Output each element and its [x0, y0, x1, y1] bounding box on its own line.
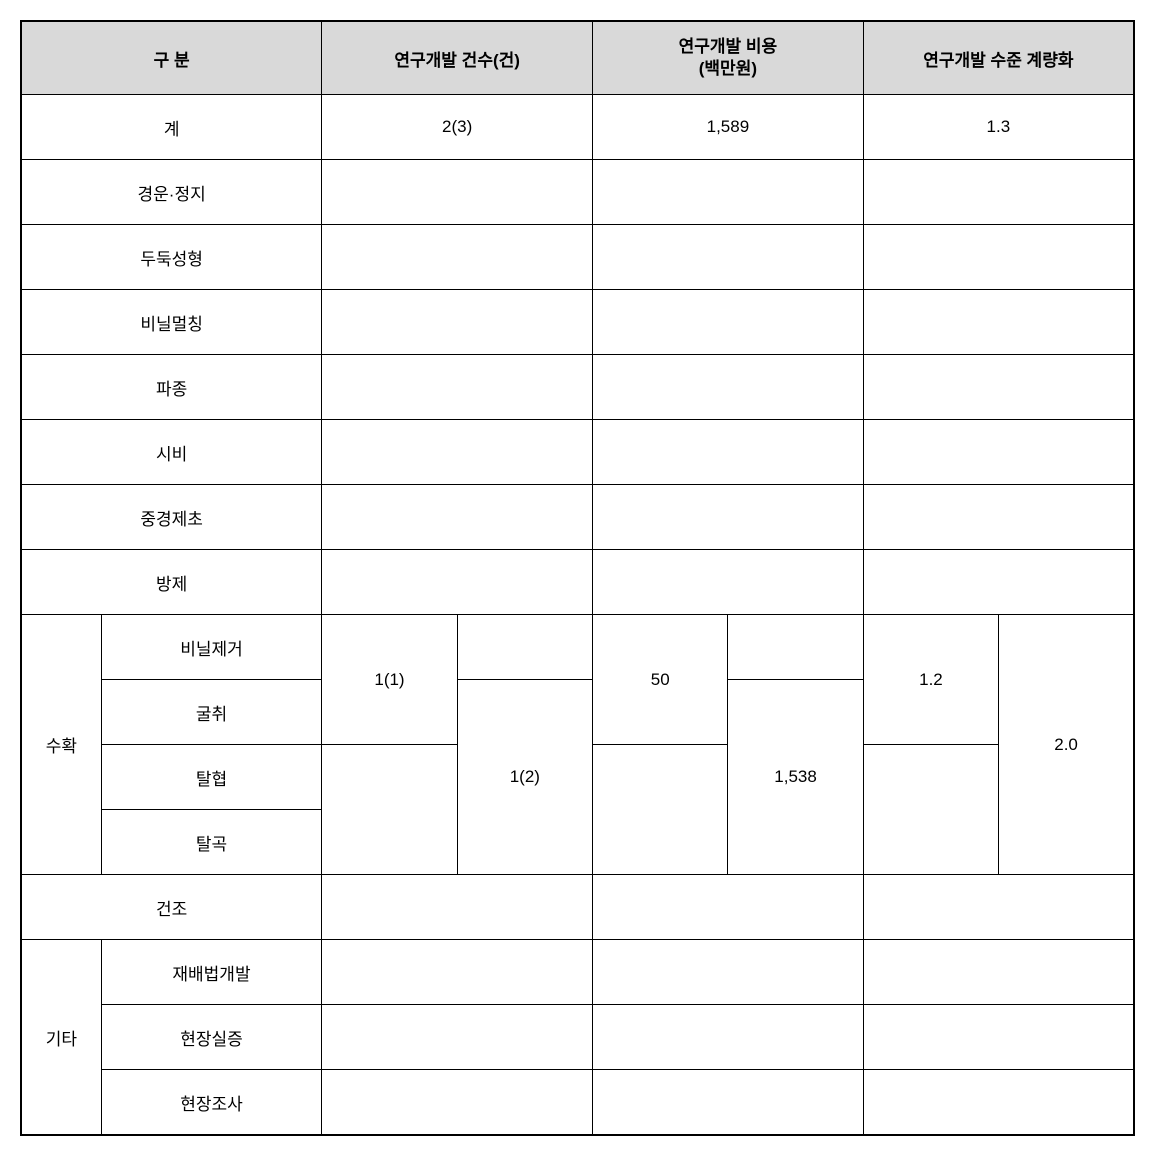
cell-empty: [863, 940, 1134, 1005]
cell-total-label: 계: [21, 95, 322, 160]
cell-empty: [322, 1005, 593, 1070]
cell-harvest-count-a: 1(1): [322, 615, 457, 745]
cell-empty: [322, 745, 457, 875]
row-etc-3: 현장조사: [21, 1070, 1134, 1136]
row-weeding: 중경제초: [21, 485, 1134, 550]
cell-harvest-level-a: 1.2: [863, 615, 998, 745]
cell-etc-group: 기타: [21, 940, 101, 1136]
cell-mulching-label: 비닐멀칭: [21, 290, 322, 355]
row-harvest-1: 수확 비닐제거 1(1) 50 1.2 2.0: [21, 615, 1134, 680]
research-table: 구 분 연구개발 건수(건) 연구개발 비용 (백만원) 연구개발 수준 계량화…: [20, 20, 1135, 1136]
row-mulching: 비닐멀칭: [21, 290, 1134, 355]
cell-total-level: 1.3: [863, 95, 1134, 160]
cell-empty: [322, 1070, 593, 1136]
cell-empty: [593, 485, 864, 550]
cell-fertilize-label: 시비: [21, 420, 322, 485]
row-ridging: 두둑성형: [21, 225, 1134, 290]
header-cost-line1: 연구개발 비용: [679, 37, 778, 56]
cell-etc-sub2: 현장실증: [101, 1005, 322, 1070]
cell-empty: [593, 355, 864, 420]
cell-tillage-label: 경운·정지: [21, 160, 322, 225]
cell-empty: [322, 290, 593, 355]
header-row: 구 분 연구개발 건수(건) 연구개발 비용 (백만원) 연구개발 수준 계량화: [21, 21, 1134, 95]
row-total: 계 2(3) 1,589 1.3: [21, 95, 1134, 160]
cell-empty: [863, 1070, 1134, 1136]
cell-etc-sub1: 재배법개발: [101, 940, 322, 1005]
cell-empty: [593, 225, 864, 290]
cell-empty: [593, 1005, 864, 1070]
cell-empty: [593, 875, 864, 940]
cell-empty: [593, 550, 864, 615]
header-count: 연구개발 건수(건): [322, 21, 593, 95]
cell-empty: [593, 940, 864, 1005]
cell-empty: [322, 420, 593, 485]
cell-harvest-sub1: 비닐제거: [101, 615, 322, 680]
row-seeding: 파종: [21, 355, 1134, 420]
cell-empty: [322, 485, 593, 550]
cell-empty: [863, 875, 1134, 940]
cell-empty: [863, 420, 1134, 485]
cell-empty: [322, 875, 593, 940]
cell-harvest-sub4: 탈곡: [101, 810, 322, 875]
cell-empty: [863, 485, 1134, 550]
cell-empty: [863, 290, 1134, 355]
cell-dry-label: 건조: [21, 875, 322, 940]
cell-total-count: 2(3): [322, 95, 593, 160]
header-cost-line2: (백만원): [699, 59, 757, 78]
cell-harvest-group: 수확: [21, 615, 101, 875]
header-category: 구 분: [21, 21, 322, 95]
row-dry: 건조: [21, 875, 1134, 940]
cell-empty: [322, 225, 593, 290]
cell-harvest-sub3: 탈협: [101, 745, 322, 810]
cell-empty: [863, 355, 1134, 420]
row-etc-1: 기타 재배법개발: [21, 940, 1134, 1005]
cell-seeding-label: 파종: [21, 355, 322, 420]
cell-empty: [863, 745, 998, 875]
cell-harvest-cost-b: 1,538: [728, 680, 863, 875]
cell-total-cost: 1,589: [593, 95, 864, 160]
cell-empty: [593, 290, 864, 355]
cell-harvest-sub2: 굴취: [101, 680, 322, 745]
cell-empty: [322, 550, 593, 615]
row-tillage: 경운·정지: [21, 160, 1134, 225]
cell-ridging-label: 두둑성형: [21, 225, 322, 290]
row-fertilize: 시비: [21, 420, 1134, 485]
cell-empty: [863, 1005, 1134, 1070]
cell-etc-sub3: 현장조사: [101, 1070, 322, 1136]
cell-empty: [322, 355, 593, 420]
cell-empty: [728, 615, 863, 680]
cell-harvest-count-b: 1(2): [457, 680, 592, 875]
header-cost: 연구개발 비용 (백만원): [593, 21, 864, 95]
row-pest: 방제: [21, 550, 1134, 615]
cell-harvest-level-b: 2.0: [999, 615, 1134, 875]
cell-empty: [863, 550, 1134, 615]
header-level: 연구개발 수준 계량화: [863, 21, 1134, 95]
cell-empty: [322, 940, 593, 1005]
cell-empty: [593, 1070, 864, 1136]
cell-empty: [457, 615, 592, 680]
cell-pest-label: 방제: [21, 550, 322, 615]
cell-harvest-cost-a: 50: [593, 615, 728, 745]
row-etc-2: 현장실증: [21, 1005, 1134, 1070]
cell-empty: [863, 225, 1134, 290]
cell-empty: [322, 160, 593, 225]
cell-weeding-label: 중경제초: [21, 485, 322, 550]
cell-empty: [593, 420, 864, 485]
cell-empty: [593, 160, 864, 225]
cell-empty: [863, 160, 1134, 225]
cell-empty: [593, 745, 728, 875]
